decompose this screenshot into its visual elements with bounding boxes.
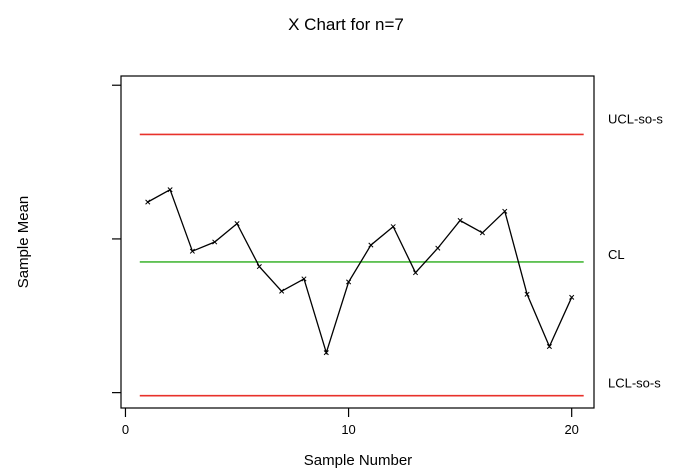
x-axis: 0 10 20 xyxy=(122,408,579,437)
data-point-19 xyxy=(546,343,552,350)
data-point-7 xyxy=(279,288,285,294)
data-point-15 xyxy=(457,217,463,224)
data-point-18 xyxy=(524,291,530,297)
x-axis-label: Sample Number xyxy=(304,452,412,469)
data-point-6 xyxy=(256,264,262,270)
data-point-11 xyxy=(368,242,374,248)
data-point-13 xyxy=(412,270,419,276)
y-axis xyxy=(112,84,121,394)
x-tick-label-2: 20 xyxy=(564,422,578,437)
series-line-0 xyxy=(147,188,573,355)
control-limits: UCL-so-s CL LCL-so-s xyxy=(139,111,663,397)
data-point-14 xyxy=(435,245,441,251)
data-point-10 xyxy=(346,279,352,285)
limit-label-1: CL xyxy=(608,247,625,262)
data-point-12 xyxy=(390,224,396,230)
limit-label-2: LCL-so-s xyxy=(608,376,661,391)
data-point-17 xyxy=(502,208,508,214)
chart-title: X Chart for n=7 xyxy=(288,15,404,34)
limit-label-0: UCL-so-s xyxy=(608,111,663,126)
data-point-5 xyxy=(234,221,240,227)
data-point-2 xyxy=(167,187,173,193)
data-point-1 xyxy=(145,199,151,205)
data-point-4 xyxy=(212,239,218,245)
x-tick-label-0: 0 xyxy=(122,422,129,437)
data-point-20 xyxy=(569,294,575,300)
x-tick-label-1: 10 xyxy=(341,422,355,437)
data-point-3 xyxy=(189,248,195,254)
data-series xyxy=(145,187,575,356)
plot-frame xyxy=(120,75,595,409)
data-point-9 xyxy=(323,350,329,356)
data-point-16 xyxy=(479,230,485,236)
y-axis-label: Sample Mean xyxy=(15,196,32,289)
data-point-8 xyxy=(301,276,307,282)
